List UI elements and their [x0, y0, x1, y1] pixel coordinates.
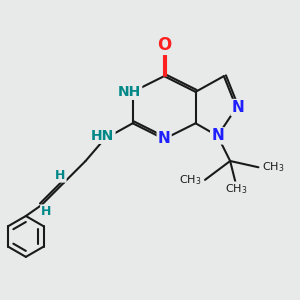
Text: $\rm CH_3$: $\rm CH_3$	[225, 182, 248, 196]
Text: H: H	[41, 206, 52, 218]
Text: N: N	[232, 100, 244, 115]
Text: N: N	[211, 128, 224, 143]
Text: $\rm CH_3$: $\rm CH_3$	[262, 160, 284, 174]
Text: N: N	[158, 131, 170, 146]
Text: $\rm CH_3$: $\rm CH_3$	[179, 173, 202, 187]
Text: O: O	[157, 36, 171, 54]
Text: HN: HN	[91, 129, 115, 143]
Text: NH: NH	[118, 85, 141, 99]
Text: H: H	[55, 169, 66, 182]
